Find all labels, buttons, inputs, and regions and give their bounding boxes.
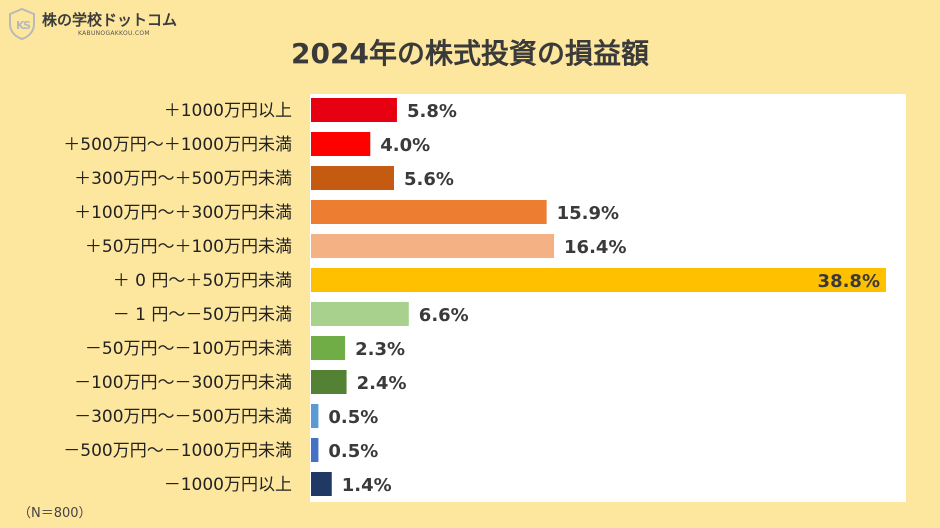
category-label: －300万円〜－500万円未満 <box>74 407 292 427</box>
bar <box>311 370 347 394</box>
bar <box>311 166 394 190</box>
svg-text:K: K <box>16 19 25 32</box>
value-label: 6.6% <box>419 305 469 326</box>
value-label: 2.3% <box>355 339 405 360</box>
category-label: ＋300万円〜＋500万円未満 <box>74 169 292 189</box>
value-label: 38.8% <box>818 271 880 292</box>
bar <box>311 132 371 156</box>
bar <box>311 404 319 428</box>
logo-sub-text: KABUNOGAKKOU.COM <box>78 30 150 37</box>
bar <box>311 438 319 462</box>
value-label: 0.5% <box>328 441 378 462</box>
value-label: 0.5% <box>328 407 378 428</box>
category-label: －500万円〜－1000万円未満 <box>63 441 292 461</box>
bar <box>311 302 409 326</box>
category-label: ＋500万円〜＋1000万円未満 <box>63 135 292 155</box>
value-label: 2.4% <box>357 373 407 394</box>
chart-title: 2024年の株式投資の損益額 <box>291 37 649 70</box>
bar <box>311 268 886 292</box>
bar <box>311 336 346 360</box>
value-label: 5.6% <box>404 169 454 190</box>
ks-shield-logo-icon: K S <box>9 8 35 40</box>
value-label: 1.4% <box>342 475 392 496</box>
sample-size-note: （N＝800） <box>18 506 92 521</box>
bar <box>311 234 555 258</box>
value-label: 4.0% <box>380 135 430 156</box>
category-label: ＋1000万円以上 <box>164 101 292 121</box>
category-label: －1000万円以上 <box>164 475 292 495</box>
value-label: 15.9% <box>557 203 619 224</box>
logo-brand-text: 株の学校ドットコム <box>42 11 178 29</box>
bar <box>311 98 397 122</box>
category-label: ＋100万円〜＋300万円未満 <box>74 203 292 223</box>
bars <box>311 98 886 496</box>
category-label: ＋ 0 円〜＋50万円未満 <box>113 271 292 291</box>
category-labels: ＋1000万円以上 ＋500万円〜＋1000万円未満 ＋300万円〜＋500万円未満… <box>63 101 292 495</box>
bar <box>311 472 332 496</box>
value-label: 16.4% <box>564 237 626 258</box>
category-label: －50万円〜－100万円未満 <box>85 339 292 359</box>
site-logo: K S 株の学校ドットコム KABUNOGAKKOU.COM <box>8 6 208 42</box>
category-label: － 1 円〜－50万円未満 <box>113 305 292 325</box>
category-label: ＋50万円〜＋100万円未満 <box>85 237 292 257</box>
bar <box>311 200 547 224</box>
category-label: －100万円〜－300万円未満 <box>74 373 292 393</box>
plot-area <box>310 94 906 502</box>
svg-text:S: S <box>23 19 31 32</box>
value-label: 5.8% <box>407 101 457 122</box>
value-labels: 5.8% 4.0% 5.6% 15.9% 16.4% 38.8% 6.6% 2.3% 2.4% 0… <box>328 101 880 496</box>
